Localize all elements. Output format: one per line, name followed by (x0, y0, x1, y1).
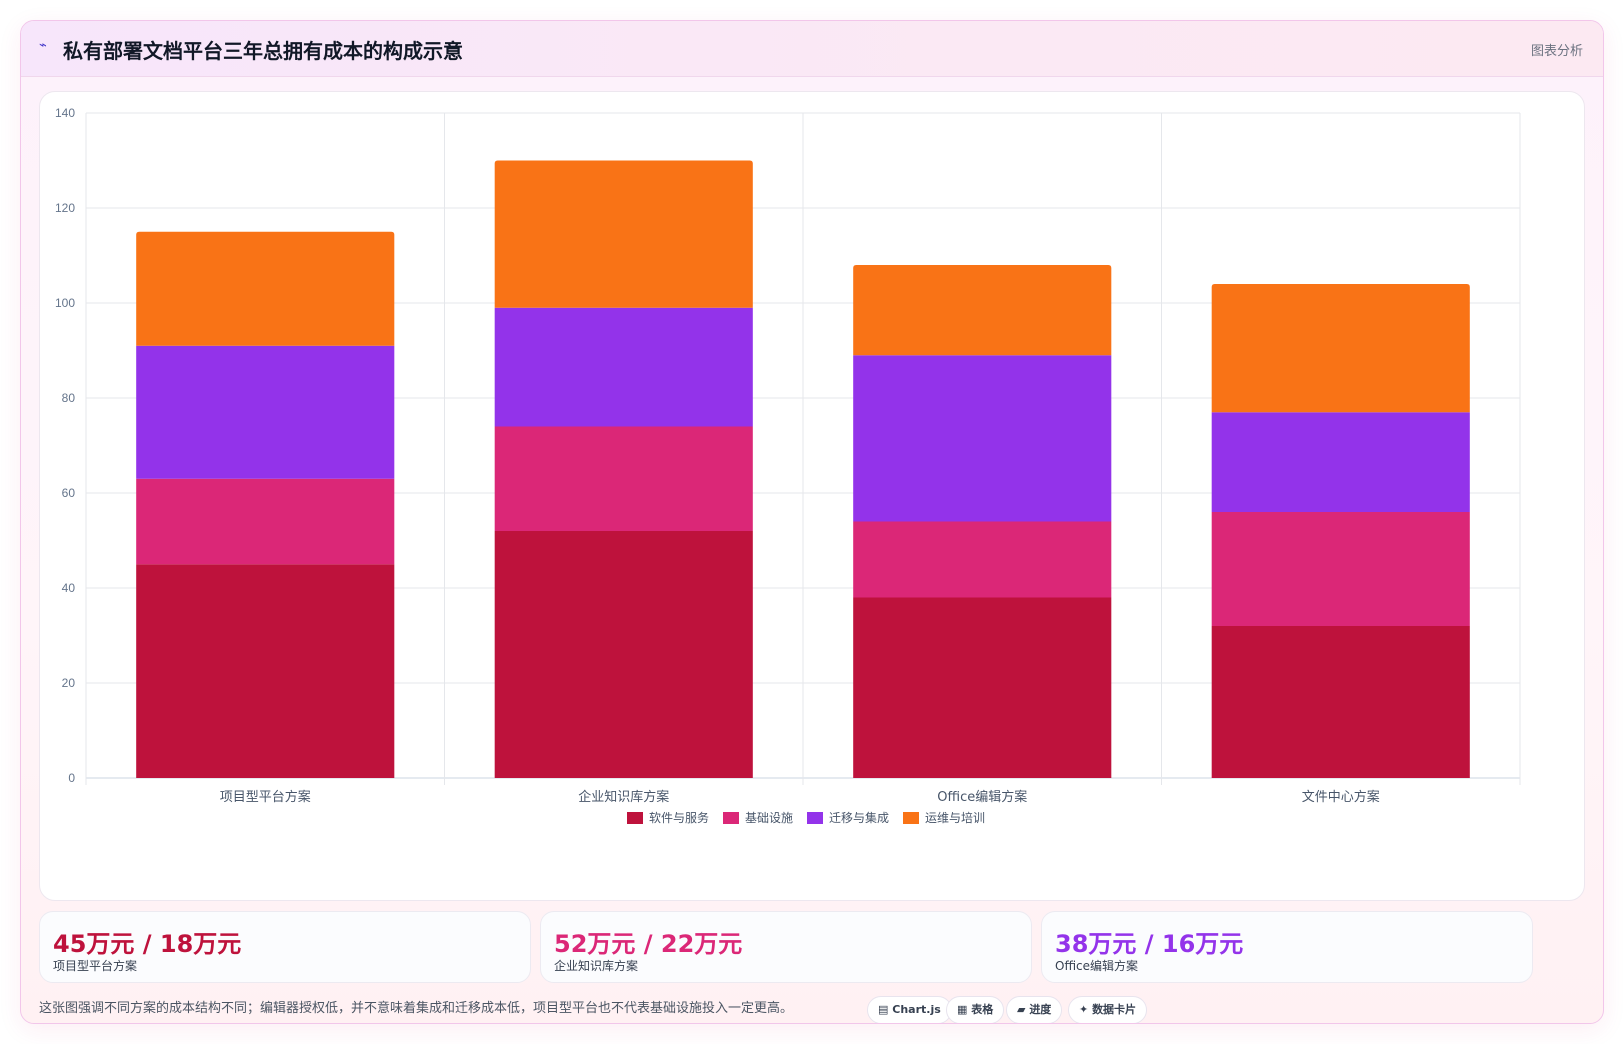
stat-cards: 45万元 / 18万元 项目型平台方案 52万元 / 22万元 企业知识库方案 … (39, 911, 1583, 983)
tag-label: 数据卡片 (1092, 1003, 1137, 1016)
bar-segment (1211, 626, 1470, 778)
sparkle-icon: ✦ (1079, 1003, 1089, 1016)
stat-value: 45万元 / 18万元 (53, 930, 242, 958)
legend-label: 基础设施 (745, 811, 793, 825)
y-tick-label: 80 (62, 391, 76, 405)
tag-data-card[interactable]: ✦ 数据卡片 (1068, 996, 1148, 1023)
y-tick-label: 0 (68, 771, 75, 785)
legend-label: 迁移与集成 (829, 810, 889, 825)
x-tick-label: Office编辑方案 (937, 789, 1027, 805)
stat-label: 项目型平台方案 (53, 959, 138, 973)
stat-card-office: 38万元 / 16万元 Office编辑方案 (1041, 911, 1533, 983)
tag-label: 表格 (971, 1003, 994, 1016)
bar-segment (494, 160, 753, 308)
tag-chartjs[interactable]: ▤ Chart.js (867, 996, 952, 1023)
x-tick-label: 项目型平台方案 (220, 789, 311, 805)
y-tick-label: 40 (62, 581, 76, 595)
table-icon: ▦ (957, 1003, 968, 1016)
stat-card-project: 45万元 / 18万元 项目型平台方案 (39, 911, 531, 983)
stacked-bar-chart: 0 20 40 60 80 100 120 140 项目型平台方案 企业知识库方案 Office编辑… (55, 106, 1521, 825)
bar-segment (136, 231, 395, 346)
y-tick-label: 100 (55, 296, 75, 310)
chart-card: ⌁ 私有部署文档平台三年总拥有成本的构成示意 图表分析 0 20 40 60 80 100… (20, 20, 1604, 1024)
footer-note: 这张图强调不同方案的成本结构不同；编辑器授权低，并不意味着集成和迁移成本低，项目… (39, 1001, 794, 1016)
stat-value: 52万元 / 22万元 (554, 930, 743, 958)
legend-swatch (903, 812, 919, 824)
stat-label: Office编辑方案 (1055, 959, 1139, 973)
bar-segment (1211, 412, 1470, 512)
y-tick-label: 20 (62, 676, 76, 690)
bar-segment (136, 478, 395, 565)
tag-label: Chart.js (892, 1003, 941, 1016)
bar-segment (136, 345, 395, 479)
tag-table[interactable]: ▦ 表格 (946, 996, 1005, 1023)
legend-swatch (807, 812, 823, 824)
page-title: 私有部署文档平台三年总拥有成本的构成示意 (63, 39, 463, 63)
chart-analysis-label[interactable]: 图表分析 (1530, 44, 1583, 59)
y-tick-label: 140 (55, 106, 75, 120)
bar-segment (494, 531, 753, 778)
y-tick-label: 120 (55, 201, 75, 215)
bar-segment (853, 265, 1112, 356)
legend-swatch (723, 812, 739, 824)
bar-segment (1211, 284, 1470, 413)
x-tick-label: 企业知识库方案 (578, 789, 669, 805)
legend-swatch (627, 812, 643, 824)
legend-label: 运维与培训 (925, 810, 985, 825)
pulse-icon: ⌁ (39, 38, 47, 53)
x-tick-label: 文件中心方案 (1302, 789, 1380, 805)
bar-segment (853, 597, 1112, 778)
tag-progress[interactable]: ▰ 进度 (1006, 996, 1063, 1023)
bar-segment (494, 307, 753, 427)
card-header: ⌁ 私有部署文档平台三年总拥有成本的构成示意 图表分析 (21, 21, 1603, 77)
progress-icon: ▰ (1017, 1003, 1026, 1016)
bar-segment (1211, 512, 1470, 626)
chart-icon: ▤ (878, 1003, 889, 1016)
stat-value: 38万元 / 16万元 (1055, 930, 1244, 958)
stat-card-knowledge: 52万元 / 22万元 企业知识库方案 (540, 911, 1032, 983)
bar-segment (494, 426, 753, 531)
chart-panel: 0 20 40 60 80 100 120 140 项目型平台方案 企业知识库方案 Office编辑… (39, 91, 1585, 901)
legend-label: 软件与服务 (649, 810, 709, 825)
bar-segment (853, 355, 1112, 522)
tag-label: 进度 (1029, 1003, 1052, 1016)
y-tick-label: 60 (62, 486, 76, 500)
bar-segment (853, 521, 1112, 598)
bar-segment (136, 564, 395, 778)
stat-label: 企业知识库方案 (554, 959, 639, 973)
